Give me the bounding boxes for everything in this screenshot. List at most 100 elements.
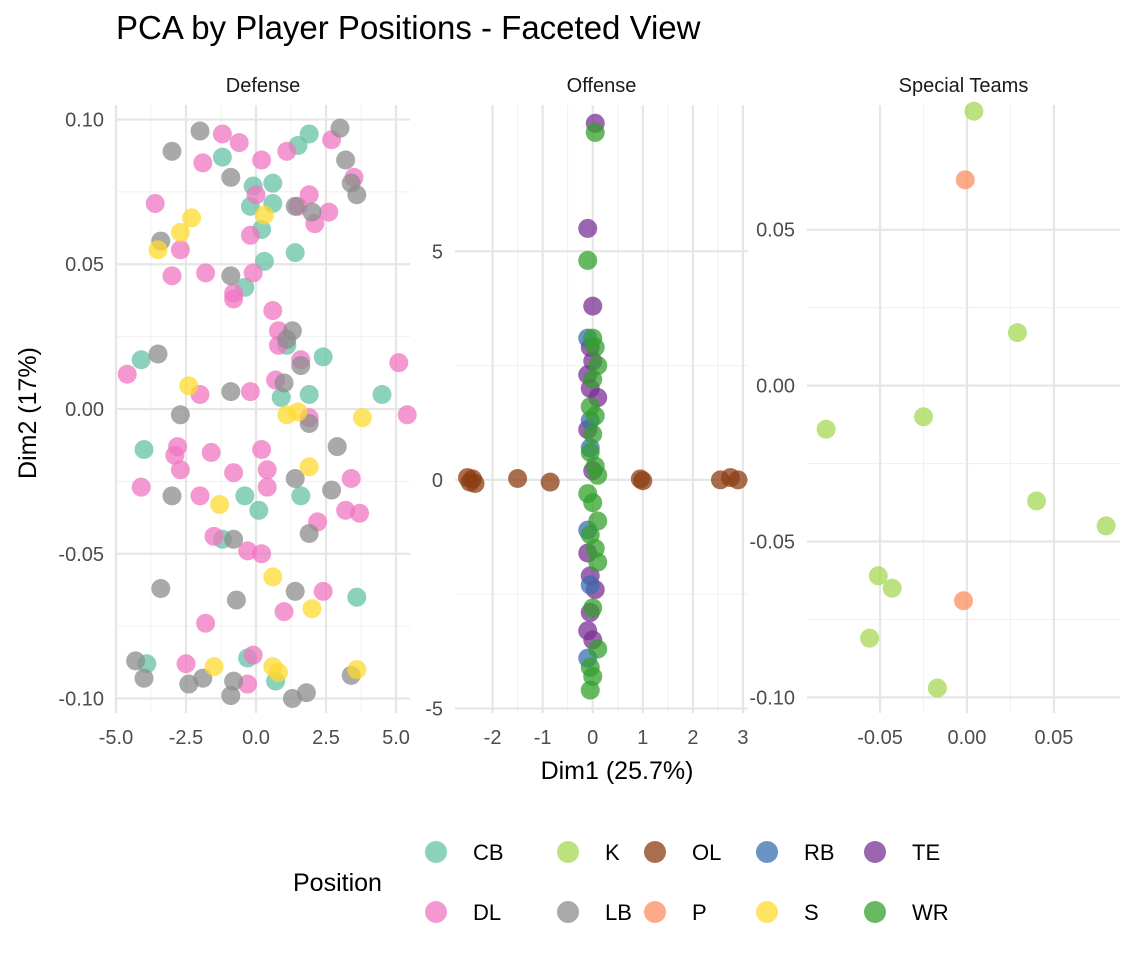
point-k: [914, 407, 934, 427]
chart-title: PCA by Player Positions - Faceted View: [116, 9, 701, 46]
legend-item-wr: WR: [864, 900, 949, 925]
point-cb: [347, 587, 367, 607]
point-te: [583, 296, 603, 316]
legend-item-cb: CB: [425, 840, 504, 865]
point-ol: [633, 471, 653, 491]
point-k: [927, 678, 947, 698]
legend-item-s: S: [756, 900, 819, 925]
legend-label: S: [804, 900, 819, 925]
point-dl: [193, 153, 213, 173]
point-dl: [350, 503, 370, 523]
point-dl: [196, 263, 216, 283]
y-tick-label: -0.10: [749, 687, 795, 709]
point-wr: [585, 337, 605, 357]
point-ol: [540, 472, 560, 492]
point-k: [1007, 323, 1027, 343]
point-lb: [330, 118, 350, 138]
legend-label: TE: [912, 840, 940, 865]
y-tick-label: 5: [432, 241, 443, 263]
point-cb: [372, 385, 392, 405]
y-axis-title: Dim2 (17%): [14, 347, 42, 479]
point-k: [816, 419, 836, 439]
point-wr: [578, 250, 598, 270]
point-dl: [243, 263, 263, 283]
y-tick-label: 0.05: [65, 254, 104, 276]
point-dl: [170, 460, 190, 480]
point-lb: [134, 668, 154, 688]
point-dl: [204, 526, 224, 546]
point-lb: [162, 486, 182, 506]
point-lb: [224, 529, 244, 549]
point-lb: [296, 683, 316, 703]
point-lb: [285, 468, 305, 488]
point-lb: [151, 579, 171, 599]
point-cb: [299, 124, 319, 144]
point-lb: [224, 671, 244, 691]
y-tick-label: -0.10: [58, 689, 104, 711]
legend-item-k: K: [557, 840, 620, 865]
point-s: [204, 657, 224, 677]
legend-key: [557, 841, 579, 863]
point-lb: [221, 686, 241, 706]
point-wr: [583, 424, 603, 444]
point-te: [578, 621, 598, 641]
point-lb: [170, 405, 190, 425]
legend-key: [425, 901, 447, 923]
facet-strip-label: Defense: [226, 75, 301, 97]
point-dl: [117, 364, 137, 384]
point-s: [288, 402, 308, 422]
point-te: [578, 218, 598, 238]
legend-key: [557, 901, 579, 923]
point-lb: [291, 356, 311, 376]
point-wr: [583, 493, 603, 513]
point-cb: [313, 347, 333, 367]
facet-defense: -5.0 -2.5 0.0 2.5 5.0 -0.10 -0.05 0.00 0.05 0.10 D…: [58, 75, 417, 749]
point-k: [1096, 516, 1116, 536]
legend-label: K: [605, 840, 620, 865]
legend-key: [756, 841, 778, 863]
y-tick-label: -0.05: [58, 544, 104, 566]
point-cb: [134, 440, 154, 460]
point-cb: [235, 486, 255, 506]
point-s: [352, 408, 372, 428]
legend-key: [425, 841, 447, 863]
legend-label: DL: [473, 900, 501, 925]
legend-label: P: [692, 900, 707, 925]
point-dl: [165, 445, 185, 465]
point-cb: [291, 486, 311, 506]
point-wr: [588, 639, 608, 659]
point-dl: [246, 185, 266, 205]
facet-strip-label: Offense: [567, 75, 637, 97]
x-tick-label: 2.5: [312, 727, 340, 749]
y-tick-label: -5: [425, 698, 443, 720]
point-lb: [336, 150, 356, 170]
point-lb: [285, 196, 305, 216]
point-dl: [240, 225, 260, 245]
legend-item-rb: RB: [756, 840, 835, 865]
point-dl: [252, 440, 272, 460]
point-k: [860, 628, 880, 648]
point-cb: [285, 243, 305, 263]
x-tick-label: 0.0: [242, 727, 270, 749]
point-dl: [243, 645, 263, 665]
point-s: [302, 599, 322, 619]
point-dl: [252, 150, 272, 170]
point-cb: [131, 350, 151, 370]
legend-key: [864, 901, 886, 923]
legend-label: RB: [804, 840, 835, 865]
point-wr: [585, 406, 605, 426]
y-tick-label: 0.00: [65, 399, 104, 421]
x-tick-label: 0.00: [948, 727, 987, 749]
x-tick-label: 3: [737, 727, 748, 749]
point-lb: [226, 590, 246, 610]
point-dl: [224, 463, 244, 483]
legend-key: [644, 841, 666, 863]
point-s: [347, 660, 367, 680]
point-cb: [299, 385, 319, 405]
point-wr: [588, 552, 608, 572]
y-tick-label: -0.05: [749, 532, 795, 554]
point-lb: [221, 167, 241, 187]
point-s: [299, 457, 319, 477]
point-lb: [322, 480, 342, 500]
